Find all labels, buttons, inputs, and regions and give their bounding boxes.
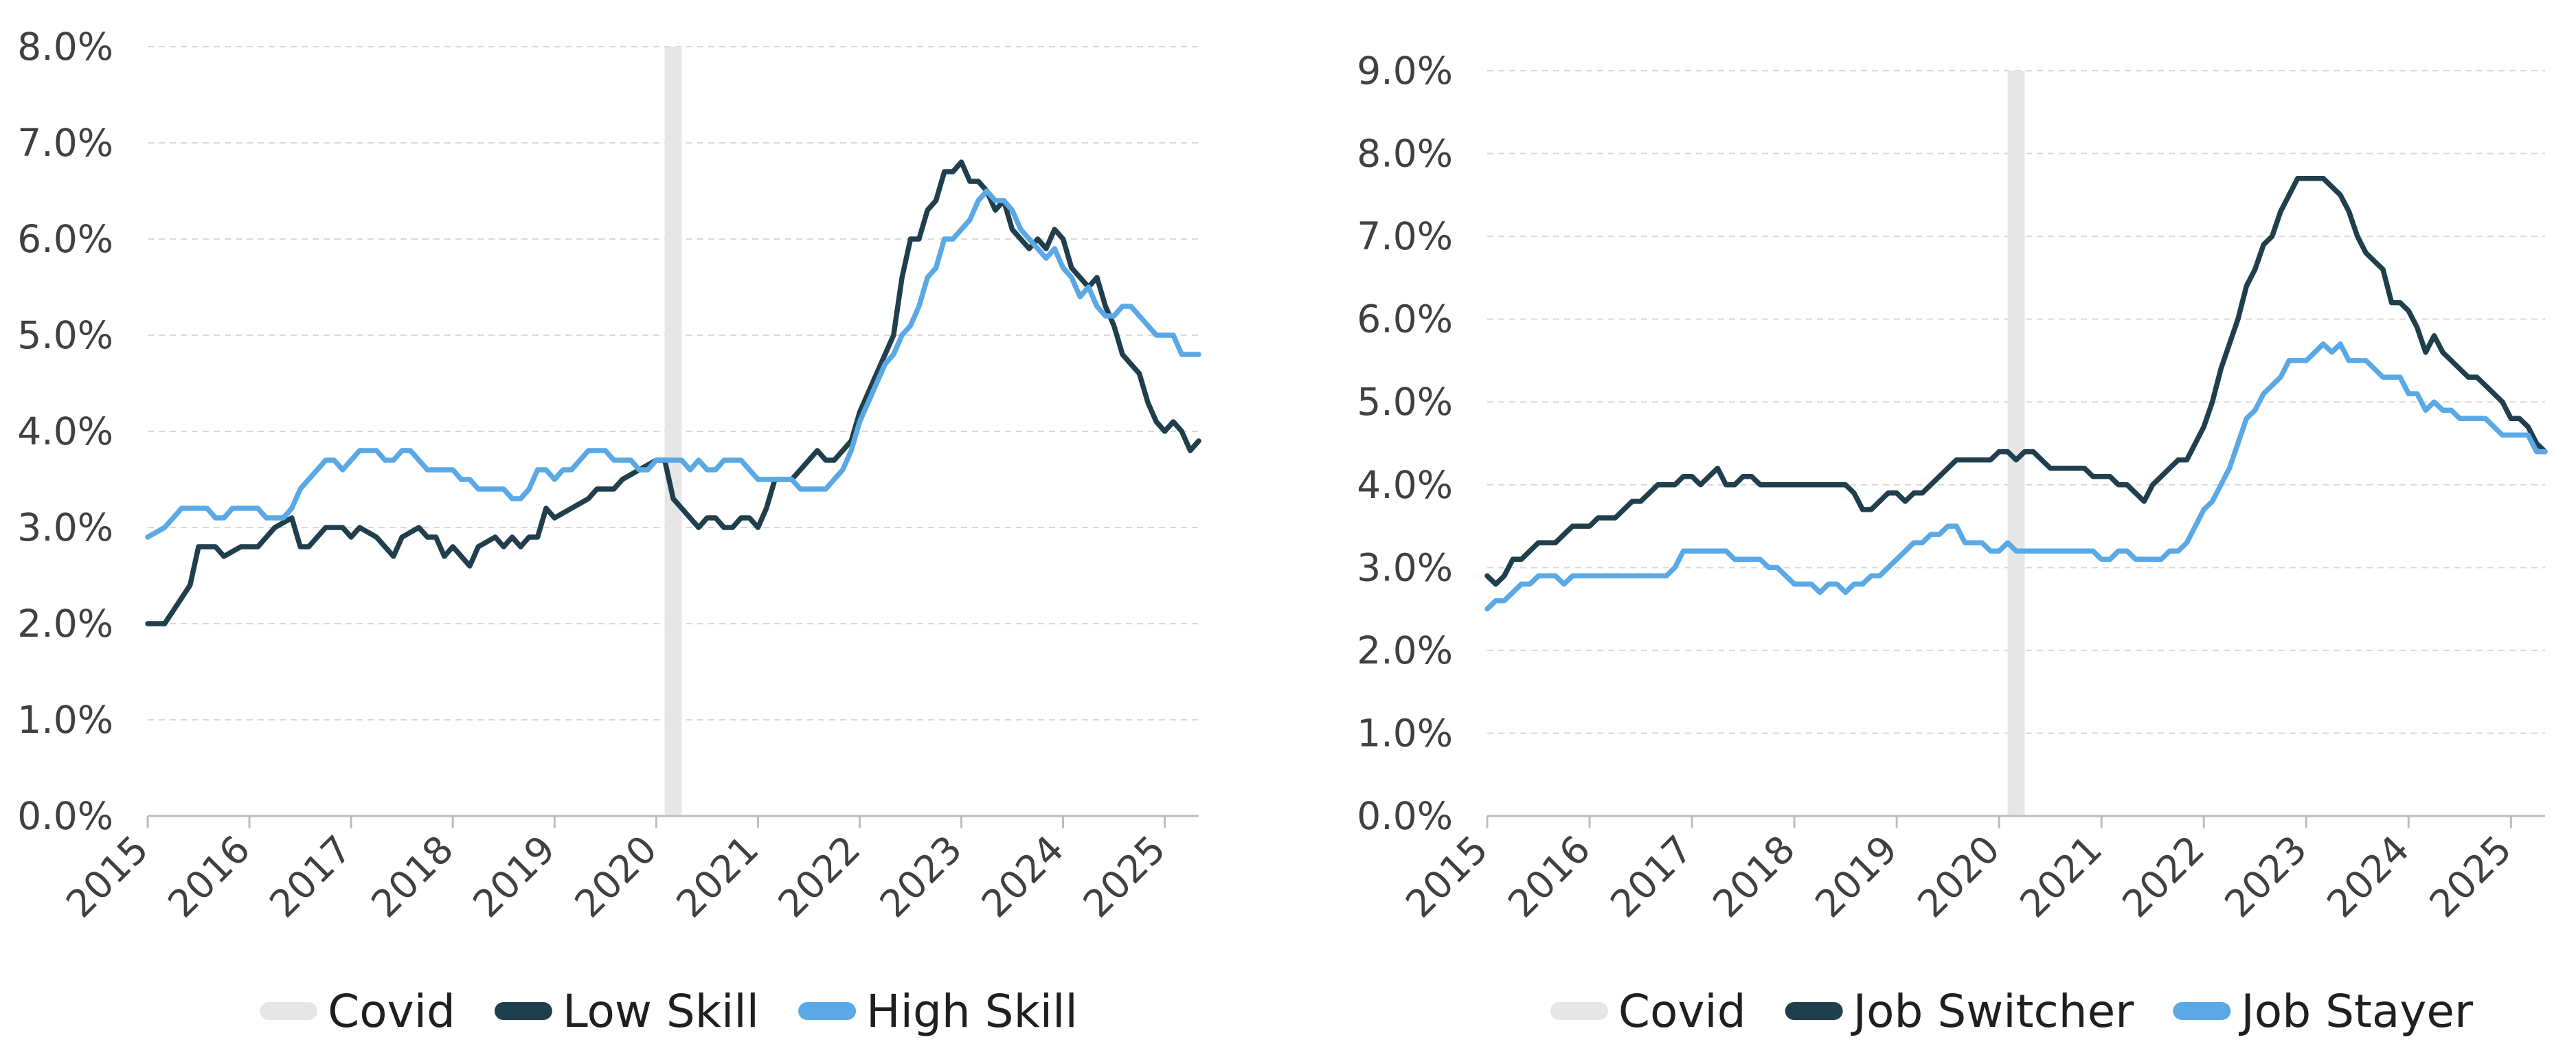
y-tick-label: 3.0% — [1357, 545, 1453, 589]
x-tick-label: 2023 — [2216, 827, 2315, 926]
y-tick-label: 1.0% — [17, 698, 113, 742]
covid-band — [2007, 71, 2025, 816]
y-tick-label: 4.0% — [17, 409, 113, 453]
x-tick-label: 2016 — [159, 827, 258, 926]
chart-panel-right: 0.0% 1.0% 2.0% 3.0% 4.0% 5.0% 6.0% 7.0% 8.0% 9.0%… — [1288, 0, 2576, 1055]
y-tick-label: 9.0% — [1357, 49, 1453, 93]
y-tick-label: 5.0% — [17, 313, 113, 357]
x-tick-label: 2019 — [1807, 827, 1906, 926]
x-tick-label: 2020 — [1909, 827, 2008, 926]
chart-panel-left: 0.0% 1.0% 2.0% 3.0% 4.0% 5.0% 6.0% 7.0% 8.0% 2015… — [17, 25, 1201, 1038]
covid-band — [664, 47, 682, 816]
low-high-skill-chart: 0.0% 1.0% 2.0% 3.0% 4.0% 5.0% 6.0% 7.0% 8.0% 2015… — [17, 25, 1201, 1038]
legend-label-covid: Covid — [328, 985, 455, 1038]
x-tick-label: 2018 — [363, 827, 462, 926]
x-tick-label: 2021 — [668, 827, 767, 926]
y-tick-label: 2.0% — [1357, 628, 1453, 672]
y-tick-label: 7.0% — [1357, 214, 1453, 258]
legend-label-low-skill: Low Skill — [563, 985, 759, 1038]
y-tick-label: 0.0% — [1357, 794, 1453, 838]
x-tick-label: 2016 — [1500, 827, 1598, 926]
series-line-high-skill — [145, 188, 1201, 540]
y-tick-label: 4.0% — [1357, 463, 1453, 507]
x-tick-label: 2015 — [58, 827, 157, 926]
x-tick-label: 2022 — [2114, 827, 2213, 926]
y-tick-label: 8.0% — [17, 25, 113, 69]
y-tick-label: 1.0% — [1357, 711, 1453, 755]
y-tick-label: 5.0% — [1357, 380, 1453, 424]
y-tick-label: 3.0% — [17, 506, 113, 549]
x-tick-label: 2024 — [2318, 827, 2417, 926]
y-tick-label: 7.0% — [17, 121, 113, 165]
x-tick-label: 2023 — [871, 827, 970, 926]
x-tick-label: 2019 — [464, 827, 563, 926]
legend-label-job-switcher: Job Switcher — [1851, 985, 2135, 1038]
legend-label-covid: Covid — [1618, 985, 1746, 1038]
y-tick-label: 6.0% — [17, 217, 113, 261]
x-tick-label: 2017 — [1602, 827, 1701, 926]
x-tick-label: 2022 — [769, 827, 868, 926]
series-line-low-skill — [145, 159, 1201, 626]
x-tick-label: 2017 — [261, 827, 360, 926]
x-tick-label: 2020 — [566, 827, 665, 926]
x-tick-label: 2021 — [2011, 827, 2110, 926]
series-line-job-stayer — [1484, 341, 2548, 612]
y-tick-label: 8.0% — [1357, 132, 1453, 176]
y-tick-label: 0.0% — [17, 794, 113, 838]
series-line-job-switcher — [1484, 175, 2548, 587]
x-tick-label: 2024 — [973, 827, 1072, 926]
x-tick-label: 2025 — [2421, 827, 2520, 926]
x-tick-label: 2018 — [1704, 827, 1803, 926]
legend-label-high-skill: High Skill — [866, 985, 1078, 1038]
x-tick-label: 2025 — [1075, 827, 1174, 926]
legend-label-job-stayer: Job Stayer — [2238, 985, 2474, 1038]
y-tick-label: 6.0% — [1357, 297, 1453, 341]
x-tick-label: 2015 — [1397, 827, 1496, 926]
y-tick-label: 2.0% — [17, 602, 113, 646]
job-switcher-stayer-chart: 0.0% 1.0% 2.0% 3.0% 4.0% 5.0% 6.0% 7.0% 8.0% 9.0%… — [1357, 49, 2548, 1038]
